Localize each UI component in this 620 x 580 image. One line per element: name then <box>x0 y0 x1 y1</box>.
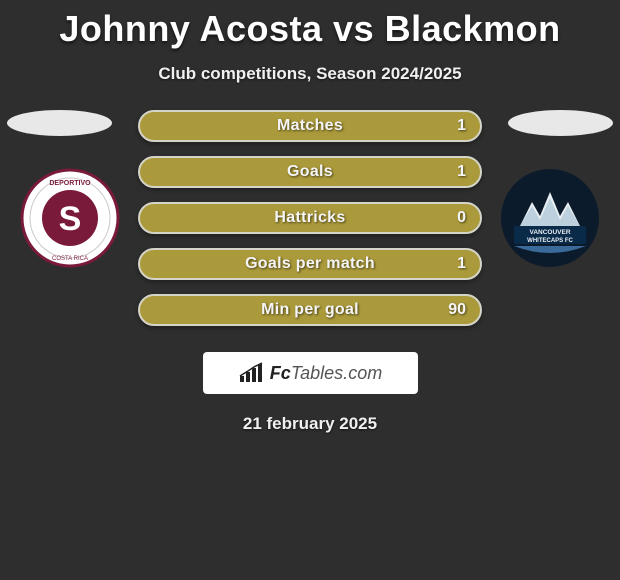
branding-prefix: Fc <box>270 363 291 383</box>
stat-row-goals-per-match: Goals per match 1 <box>138 248 482 280</box>
club-crest-left: S DEPORTIVO COSTA RICA <box>20 168 120 268</box>
club-crest-right: VANCOUVER WHITECAPS FC <box>500 168 600 268</box>
svg-text:DEPORTIVO: DEPORTIVO <box>49 180 91 187</box>
svg-text:WHITECAPS FC: WHITECAPS FC <box>527 238 573 244</box>
stat-value: 1 <box>457 255 466 273</box>
stat-row-min-per-goal: Min per goal 90 <box>138 294 482 326</box>
stat-value: 1 <box>457 163 466 181</box>
svg-text:S: S <box>59 200 82 238</box>
stat-label: Goals <box>140 163 480 181</box>
stats-list: Matches 1 Goals 1 Hattricks 0 Goals per … <box>138 110 482 326</box>
stat-label: Hattricks <box>140 209 480 227</box>
branding-box: FcTables.com <box>203 352 418 394</box>
stat-value: 1 <box>457 117 466 135</box>
branding-text: FcTables.com <box>270 363 382 384</box>
player-right-placeholder <box>508 110 613 136</box>
stat-value: 0 <box>457 209 466 227</box>
svg-text:COSTA RICA: COSTA RICA <box>52 256 88 262</box>
stat-row-hattricks: Hattricks 0 <box>138 202 482 234</box>
stat-row-matches: Matches 1 <box>138 110 482 142</box>
stat-value: 90 <box>448 301 466 319</box>
stat-row-goals: Goals 1 <box>138 156 482 188</box>
branding-suffix: Tables.com <box>291 363 382 383</box>
season-subtitle: Club competitions, Season 2024/2025 <box>0 64 620 84</box>
saprissa-crest-icon: S DEPORTIVO COSTA RICA <box>20 168 120 268</box>
stat-label: Min per goal <box>140 301 480 319</box>
svg-text:VANCOUVER: VANCOUVER <box>529 229 570 236</box>
comparison-panel: S DEPORTIVO COSTA RICA VANCOUVER WHITECA… <box>0 110 620 434</box>
comparison-date: 21 february 2025 <box>0 414 620 434</box>
bar-chart-icon <box>238 362 266 384</box>
page-title: Johnny Acosta vs Blackmon <box>0 0 620 50</box>
stat-label: Matches <box>140 117 480 135</box>
player-left-placeholder <box>7 110 112 136</box>
stat-label: Goals per match <box>140 255 480 273</box>
whitecaps-crest-icon: VANCOUVER WHITECAPS FC <box>500 168 600 268</box>
